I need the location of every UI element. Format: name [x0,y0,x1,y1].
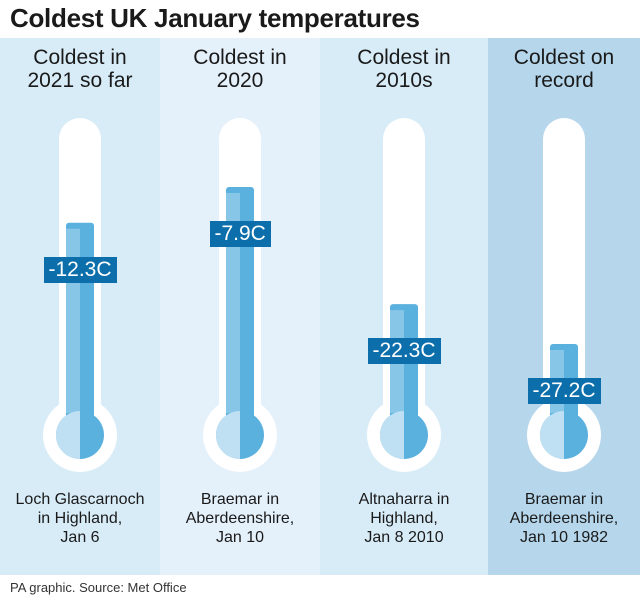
caption-line-3: Jan 10 1982 [519,529,609,546]
location-caption: Altnaharra in Highland, Jan 8 2010 [320,490,488,547]
thermometer-graphic [367,118,441,472]
caption-line-3: Jan 10 [215,529,265,546]
panel-heading-line-2: 2010s [375,69,433,92]
thermometer-graphic [203,118,277,472]
panel-heading-line-1: Coldest in [193,46,287,69]
location-caption: Braemar in Aberdeenshire, Jan 10 1982 [488,490,640,547]
thermometer-liquid [540,344,588,459]
temperature-label: -22.3C [367,338,441,365]
panel-heading-line-2: record [534,69,594,92]
caption-line-1: Loch Glascarnoch [15,491,145,508]
liquid-bulb-highlight [216,411,240,459]
thermometer-graphic [527,118,601,472]
liquid-bulb-highlight [540,411,564,459]
panel-heading-line-2: 2021 so far [27,69,133,92]
caption-line-2: Aberdeenshire, [509,510,619,527]
chart-title: Coldest UK January temperatures [10,3,420,33]
panel-heading-line-2: 2020 [216,69,264,92]
caption-line-2: Highland, [370,510,438,527]
panel-heading: Coldest on record [488,46,640,92]
temperature-label: -7.9C [209,221,271,247]
panel-heading: Coldest in 2010s [320,46,488,92]
caption-line-1: Altnaharra in [358,491,450,508]
temperature-label: -27.2C [527,378,601,404]
liquid-column-highlight [226,193,240,413]
temperature-label: -12.3C [43,256,117,283]
caption-line-1: Braemar in [200,491,280,508]
caption-line-2: in Highland, [37,510,123,527]
caption-line-1: Braemar in [524,491,604,508]
source-footer: PA graphic. Source: Met Office [10,580,187,595]
panel-heading: Coldest in 2020 [160,46,320,92]
thermometer-liquid [216,187,264,459]
caption-line-3: Jan 6 [60,529,100,546]
thermometer-liquid [380,304,428,459]
liquid-bulb-highlight [380,411,404,459]
liquid-column [390,304,418,435]
caption-line-2: Aberdeenshire, [185,510,295,527]
thermometer-panel-2021: Coldest in 2021 so far -12.3C Loch Glasc… [0,38,160,575]
panel-heading-line-1: Coldest in [357,46,451,69]
location-caption: Loch Glascarnoch in Highland, Jan 6 [0,490,160,547]
thermometer-panel-2020: Coldest in 2020 -7.9C Braemar in Aberdee… [160,38,320,575]
panel-heading: Coldest in 2021 so far [0,46,160,92]
thermometer-panel-2010s: Coldest in 2010s -22.3C Altnaharra in Hi… [320,38,488,575]
liquid-column [226,187,254,435]
panel-heading-line-1: Coldest on [513,46,615,69]
thermometer-panel-record: Coldest on record -27.2C Braemar in Aber… [488,38,640,575]
panel-heading-line-1: Coldest in [33,46,127,69]
liquid-bulb-highlight [56,411,80,459]
location-caption: Braemar in Aberdeenshire, Jan 10 [160,490,320,547]
caption-line-3: Jan 8 2010 [364,529,444,546]
